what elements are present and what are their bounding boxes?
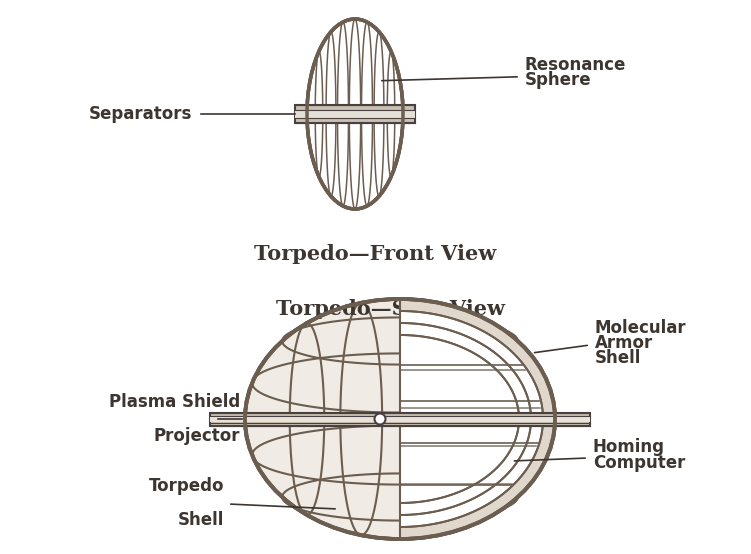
Text: Computer: Computer <box>593 454 686 472</box>
Text: Shell: Shell <box>178 511 224 529</box>
Text: Plasma Shield: Plasma Shield <box>109 393 240 411</box>
Text: Torpedo—Side View: Torpedo—Side View <box>276 299 505 319</box>
Text: Homing: Homing <box>593 438 665 456</box>
Text: Torpedo: Torpedo <box>149 477 224 495</box>
Ellipse shape <box>307 19 403 209</box>
Polygon shape <box>400 299 555 419</box>
Polygon shape <box>400 419 555 539</box>
Text: Shell: Shell <box>595 349 641 367</box>
Text: Armor: Armor <box>595 334 653 352</box>
Text: Torpedo—Front View: Torpedo—Front View <box>254 244 496 264</box>
FancyBboxPatch shape <box>295 110 415 117</box>
FancyBboxPatch shape <box>295 105 415 123</box>
Text: Separators: Separators <box>89 105 192 123</box>
Polygon shape <box>400 299 555 539</box>
FancyBboxPatch shape <box>210 413 590 425</box>
FancyBboxPatch shape <box>210 416 590 422</box>
Text: Projector: Projector <box>153 427 240 445</box>
Text: Sphere: Sphere <box>525 71 592 89</box>
Text: Resonance: Resonance <box>525 56 626 74</box>
Ellipse shape <box>245 299 555 539</box>
Circle shape <box>375 413 385 424</box>
Text: Molecular: Molecular <box>595 319 686 337</box>
